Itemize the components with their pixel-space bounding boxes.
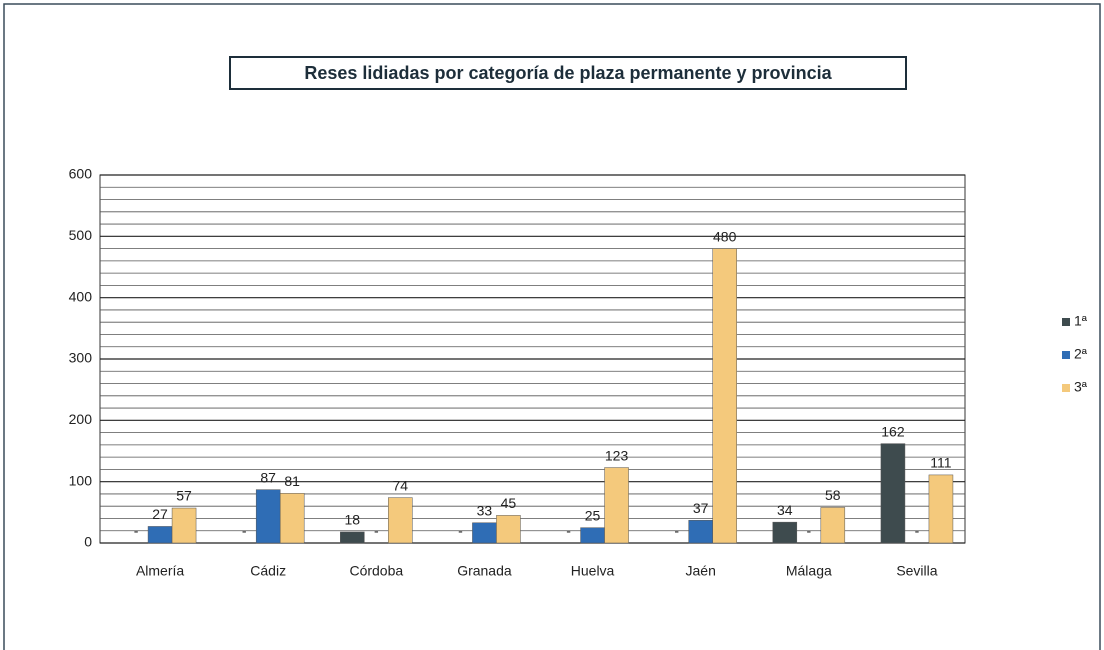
data-label: 25 — [585, 507, 601, 523]
bar — [880, 443, 906, 544]
title-box — [229, 56, 907, 90]
y-tick-label: 600 — [69, 166, 93, 182]
data-label: 34 — [777, 502, 793, 518]
bar — [255, 489, 281, 544]
bar — [279, 493, 305, 544]
bar — [171, 507, 197, 544]
legend-swatch — [1062, 351, 1070, 359]
bar — [147, 526, 173, 544]
data-label: - — [566, 523, 571, 539]
frame — [3, 3, 1101, 650]
bar — [928, 474, 954, 544]
bar — [580, 527, 605, 544]
y-tick-label: 400 — [69, 288, 93, 304]
chart-title: Reses lidiadas por categoría de plaza pe… — [304, 63, 832, 83]
y-tick-label: 100 — [69, 472, 93, 488]
bar — [820, 507, 846, 544]
x-tick-label: Huelva — [571, 563, 615, 579]
legend-label: 2ª — [1074, 346, 1088, 362]
y-tick-label: 200 — [69, 411, 93, 427]
x-tick-label: Almería — [136, 563, 184, 579]
data-label: 162 — [881, 423, 905, 439]
data-label: 87 — [260, 469, 276, 485]
data-label: - — [915, 523, 920, 539]
x-tick-label: Granada — [457, 563, 512, 579]
x-tick-label: Málaga — [786, 563, 832, 579]
legend-label: 3ª — [1074, 379, 1088, 395]
bar — [688, 520, 713, 544]
data-label: 480 — [713, 228, 737, 244]
data-label: 58 — [825, 487, 841, 503]
data-label: 18 — [345, 512, 361, 528]
bar — [604, 467, 629, 544]
data-label: 45 — [501, 495, 517, 511]
data-label: 81 — [284, 473, 300, 489]
y-tick-label: 0 — [84, 534, 92, 550]
bar — [340, 531, 365, 544]
data-label: - — [458, 523, 463, 539]
x-tick-label: Cádiz — [250, 563, 286, 579]
data-label: 74 — [393, 477, 409, 493]
y-tick-label: 300 — [69, 350, 93, 366]
data-label: - — [242, 523, 247, 539]
legend-swatch — [1062, 318, 1070, 326]
data-label: - — [806, 523, 811, 539]
bar — [772, 521, 798, 544]
data-label: 123 — [605, 447, 629, 463]
legend-swatch — [1062, 384, 1070, 392]
data-label: - — [134, 523, 139, 539]
bar — [472, 522, 497, 544]
data-label: - — [374, 523, 379, 539]
x-tick-label: Jaén — [686, 563, 716, 579]
data-label: 27 — [152, 506, 168, 522]
data-label: - — [674, 523, 679, 539]
y-tick-label: 500 — [69, 227, 93, 243]
data-label: 33 — [477, 502, 493, 518]
bar — [712, 248, 737, 544]
bar — [496, 515, 521, 544]
data-label: 111 — [930, 455, 951, 471]
legend-label: 1ª — [1074, 313, 1088, 329]
x-tick-label: Sevilla — [896, 563, 937, 579]
x-tick-label: Córdoba — [349, 563, 403, 579]
bar — [388, 497, 413, 544]
data-label: 57 — [176, 488, 192, 504]
data-label: 37 — [693, 500, 709, 516]
